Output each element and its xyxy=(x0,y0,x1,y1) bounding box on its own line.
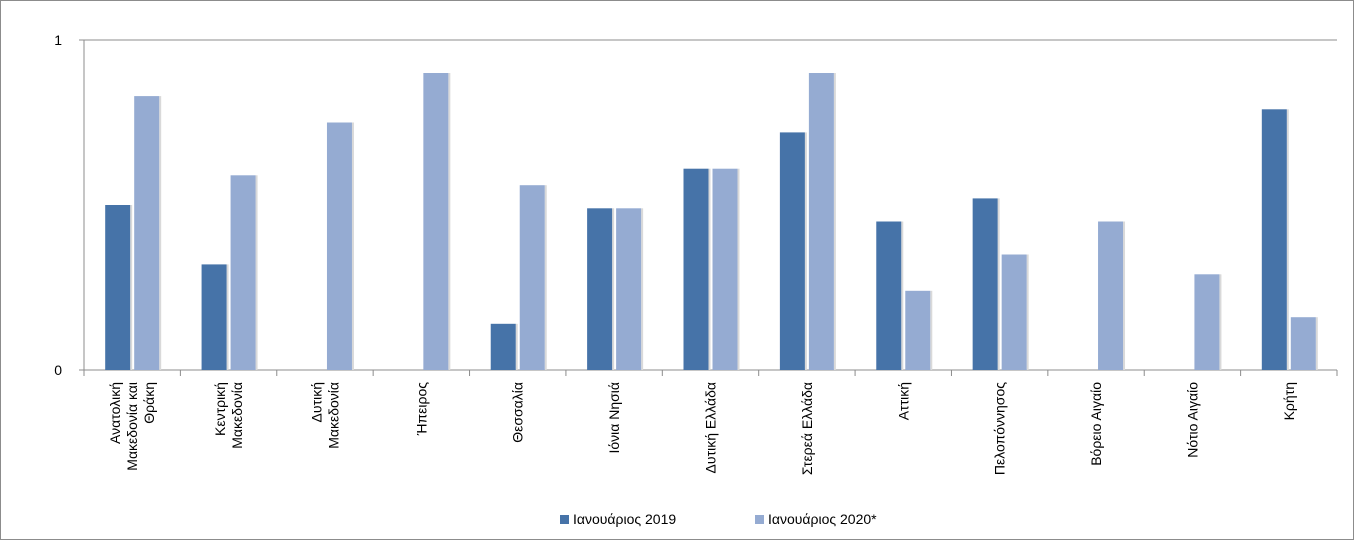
bar-edge xyxy=(255,175,258,370)
category-label: Μακεδονία xyxy=(229,382,245,449)
bar xyxy=(616,208,642,370)
category-label: Κρήτη xyxy=(1281,382,1297,420)
legend-swatch xyxy=(560,515,569,524)
bar-edge xyxy=(226,264,229,370)
bar xyxy=(1290,317,1316,370)
bar-edge xyxy=(804,132,807,370)
bar xyxy=(1001,254,1027,370)
bar xyxy=(1261,109,1287,371)
bar-edge xyxy=(1315,317,1318,370)
bar-edge xyxy=(1026,254,1029,370)
category-label: Νότιο Αιγαίο xyxy=(1184,382,1200,458)
bar xyxy=(876,221,902,370)
category-label: Θεσσαλία xyxy=(510,382,526,443)
bar-edge xyxy=(901,221,904,370)
y-tick-label: 1 xyxy=(54,32,62,48)
category-label: Πελοπόννησος xyxy=(992,382,1008,475)
bar xyxy=(105,205,131,370)
legend-swatch xyxy=(755,515,764,524)
category-label: Μακεδονία και xyxy=(124,382,140,471)
bar xyxy=(1098,221,1124,370)
bar-edge xyxy=(997,198,1000,370)
y-tick-label: 0 xyxy=(54,362,62,378)
category-label: Βόρειο Αιγαίο xyxy=(1088,382,1104,466)
category-label: Θράκη xyxy=(141,382,157,424)
bar-edge xyxy=(833,73,836,370)
category-label: Κεντρική xyxy=(212,382,228,436)
category-label: Ανατολική xyxy=(107,382,123,444)
bar xyxy=(519,185,545,370)
bar xyxy=(779,132,805,370)
bar-edge xyxy=(1219,274,1222,370)
category-label: Ιόνια Νησιά xyxy=(606,382,622,454)
bar xyxy=(712,168,738,370)
category-labels: Ανατολική Μακεδονία και Θράκη Κεντρική Μακεδ… xyxy=(107,382,1297,475)
bar xyxy=(134,96,160,370)
bar xyxy=(587,208,613,370)
category-label: Δυτική Ελλάδα xyxy=(703,382,719,473)
bar-edge xyxy=(351,122,354,370)
bar-edge xyxy=(448,73,451,370)
bar-edge xyxy=(708,168,711,370)
legend: Ιανουάριος 2019 Ιανουάριος 2020* xyxy=(560,511,877,527)
bar xyxy=(683,168,709,370)
bar xyxy=(201,264,227,370)
bar xyxy=(490,323,516,370)
y-tick-labels: 01 xyxy=(54,32,62,378)
bar xyxy=(808,73,834,370)
category-label: Αττική xyxy=(895,382,911,420)
bar-edge xyxy=(1123,221,1126,370)
legend-label: Ιανουάριος 2019 xyxy=(573,511,676,527)
bar xyxy=(326,122,352,370)
bar-edge xyxy=(612,208,615,370)
category-label: Μακεδονία xyxy=(325,382,341,449)
bars xyxy=(105,73,1318,371)
bar-edge xyxy=(930,290,933,370)
category-label: Ήπειρος xyxy=(413,382,429,436)
bar-edge xyxy=(737,168,740,370)
bar-edge xyxy=(1286,109,1289,371)
bar-edge xyxy=(544,185,547,370)
legend-label: Ιανουάριος 2020* xyxy=(768,511,877,527)
bar-edge xyxy=(130,205,133,370)
category-label: Δυτική xyxy=(308,382,324,422)
bar-edge xyxy=(641,208,644,370)
bar-edge xyxy=(515,323,518,370)
bar xyxy=(1194,274,1220,370)
bar xyxy=(423,73,449,370)
bar xyxy=(972,198,998,370)
category-label: Στερεά Ελλάδα xyxy=(799,382,815,475)
bar xyxy=(230,175,256,370)
bar xyxy=(905,290,931,370)
bar-edge xyxy=(159,96,162,370)
